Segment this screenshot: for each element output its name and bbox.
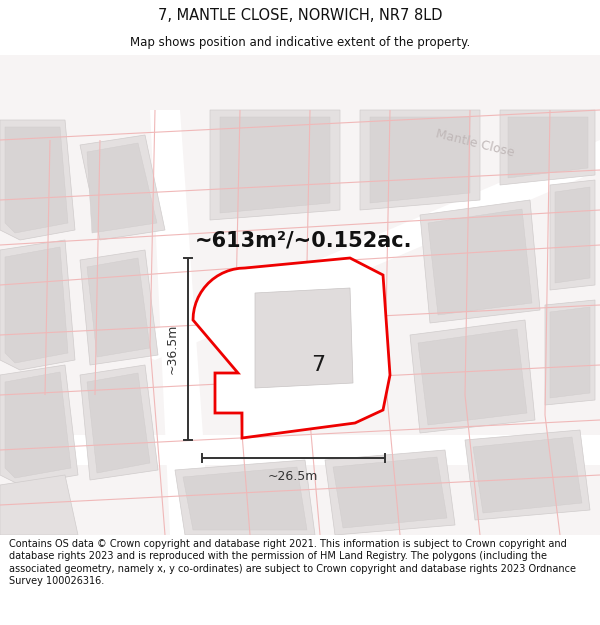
Polygon shape [210,110,340,220]
Polygon shape [0,240,75,370]
Text: ~26.5m: ~26.5m [268,469,318,482]
Polygon shape [465,430,590,520]
Polygon shape [175,460,315,535]
Polygon shape [0,435,600,465]
Polygon shape [360,110,480,210]
Polygon shape [5,372,71,478]
Polygon shape [545,300,595,405]
Text: Mantle Clo...: Mantle Clo... [255,292,330,322]
Text: 7: 7 [311,355,325,375]
Polygon shape [5,247,68,363]
Polygon shape [87,258,150,357]
Polygon shape [87,373,150,473]
Text: Contains OS data © Crown copyright and database right 2021. This information is : Contains OS data © Crown copyright and d… [9,539,576,586]
Polygon shape [80,135,165,240]
Polygon shape [255,288,353,388]
Polygon shape [80,365,158,480]
Polygon shape [428,209,532,315]
Text: Map shows position and indicative extent of the property.: Map shows position and indicative extent… [130,36,470,49]
Polygon shape [333,457,447,528]
Polygon shape [418,329,527,425]
Polygon shape [0,55,600,535]
Polygon shape [550,180,595,290]
Polygon shape [5,127,68,233]
Polygon shape [473,437,582,513]
Polygon shape [410,320,535,433]
Text: Mantle Close: Mantle Close [434,127,515,159]
Polygon shape [0,365,78,485]
Polygon shape [420,200,540,323]
Polygon shape [220,117,330,213]
Polygon shape [80,250,158,365]
Polygon shape [0,475,78,535]
Polygon shape [130,140,600,360]
Text: ~613m²/~0.152ac.: ~613m²/~0.152ac. [195,230,413,250]
Text: 7, MANTLE CLOSE, NORWICH, NR7 8LD: 7, MANTLE CLOSE, NORWICH, NR7 8LD [158,8,442,23]
Polygon shape [0,120,75,240]
Polygon shape [555,187,590,283]
Text: ~36.5m: ~36.5m [166,324,179,374]
Polygon shape [370,117,470,203]
Polygon shape [87,143,157,233]
Polygon shape [193,258,390,438]
Polygon shape [508,117,588,178]
Polygon shape [500,110,595,185]
Polygon shape [150,110,210,535]
Polygon shape [183,467,307,530]
Polygon shape [325,450,455,535]
Polygon shape [550,307,590,398]
